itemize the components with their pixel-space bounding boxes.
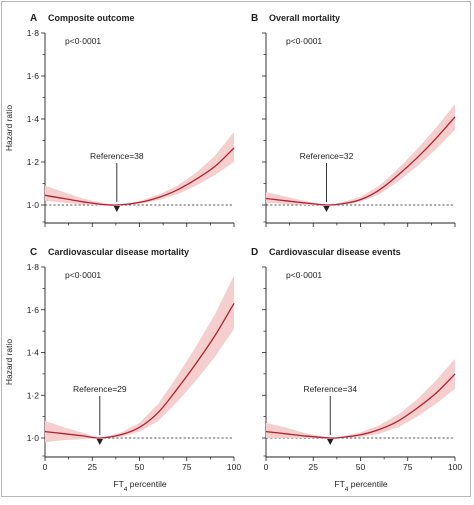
x-tick-label: 25 <box>309 462 319 472</box>
panel-a: 1·0 1·2 1·4 1·6 1·8 Reference=38 A Composite ou… <box>27 13 235 227</box>
panel-letter-b: B <box>251 13 258 24</box>
p-value: p<0·0001 <box>286 36 322 46</box>
panel-title-cardiovascular-disease-events: Cardiovascular disease events <box>269 247 401 257</box>
reference-label: Reference=32 <box>300 151 354 161</box>
y-tick-label: 1·2 <box>27 390 40 400</box>
hazard-curve-line <box>44 302 235 439</box>
shared-axis-labels: Hazard ratio Hazard ratio FT4 percentile FT… <box>4 105 388 493</box>
p-value: p<0·0001 <box>65 270 101 280</box>
reference-arrowhead <box>96 439 104 445</box>
panel-title-cardiovascular-disease-mortality: Cardiovascular disease mortality <box>48 247 189 257</box>
confidence-band <box>45 131 234 206</box>
panel-title-overall-mortality: Overall mortality <box>269 13 340 23</box>
y-axis-label: Hazard ratio <box>4 105 14 152</box>
hazard-curve-line <box>265 116 456 206</box>
panel-letter-d: D <box>251 247 258 258</box>
y-tick-label: 1·4 <box>27 348 40 358</box>
p-value: p<0·0001 <box>65 36 101 46</box>
hazard-curve-line <box>44 147 235 206</box>
x-tick-label: 50 <box>356 462 366 472</box>
y-tick-label: 1·4 <box>27 114 40 124</box>
x-tick-label: 75 <box>403 462 413 472</box>
panel-b: Reference=32 B Overall mortality p<0·0001 <box>251 13 456 227</box>
reference-arrowhead <box>113 206 121 212</box>
panel-d: 0 25 50 75 100 Reference=34 D Cardiovascular di… <box>251 247 462 472</box>
y-tick-label: 1·6 <box>27 71 40 81</box>
x-tick-label: 100 <box>448 462 462 472</box>
reference-label: Reference=29 <box>73 384 127 394</box>
confidence-band <box>266 104 455 205</box>
x-tick-label: 50 <box>135 462 145 472</box>
reference-label: Reference=38 <box>90 151 144 161</box>
x-tick-label: 25 <box>88 462 98 472</box>
x-axis-label: FT4 percentile <box>113 479 167 493</box>
x-tick-label: 75 <box>182 462 192 472</box>
x-tick-label: 0 <box>43 462 48 472</box>
y-axis-label: Hazard ratio <box>4 339 14 386</box>
x-axis-label: FT4 percentile <box>334 479 388 493</box>
reference-arrowhead <box>327 439 334 445</box>
panel-letter-c: C <box>30 247 37 258</box>
x-tick-label: 100 <box>227 462 241 472</box>
confidence-band <box>266 358 455 438</box>
y-tick-label: 1·8 <box>27 28 40 38</box>
y-tick-label: 1·2 <box>27 157 40 167</box>
panel-title-composite-outcome: Composite outcome <box>48 13 135 23</box>
p-value: p<0·0001 <box>286 270 322 280</box>
x-tick-label: 0 <box>264 462 269 472</box>
y-tick-label: 1·8 <box>27 262 40 272</box>
panel-c: 1·0 1·2 1·4 1·6 1·8 0 25 50 75 100 Reference=29 C Ca… <box>27 247 242 472</box>
reference-label: Reference=34 <box>303 384 357 394</box>
confidence-band <box>45 275 234 443</box>
panel-letter-a: A <box>30 13 37 24</box>
hazard-curve-line <box>265 373 456 439</box>
reference-arrowhead <box>323 206 330 212</box>
y-tick-label: 1·0 <box>27 200 40 210</box>
y-tick-label: 1·6 <box>27 305 40 315</box>
y-tick-label: 1·0 <box>27 433 40 443</box>
